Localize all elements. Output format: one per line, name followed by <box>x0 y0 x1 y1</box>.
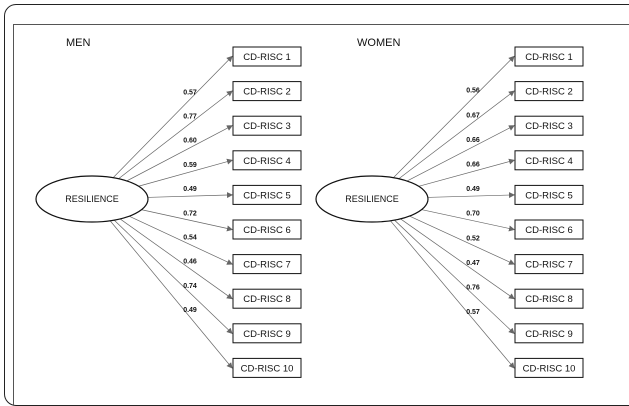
loading-path <box>393 219 515 334</box>
loading-value: 0.72 <box>183 210 197 217</box>
loading-path <box>397 90 515 180</box>
loading-path <box>112 55 233 179</box>
loading-path <box>137 158 233 187</box>
indicator-box <box>232 288 302 309</box>
indicator-box <box>232 81 302 102</box>
indicator-label: CD-RISC 7 <box>525 260 573 271</box>
figure-inner-border <box>13 24 629 405</box>
indicator-box <box>514 219 584 240</box>
indicator-label: CD-RISC 2 <box>525 87 573 98</box>
loading-value: 0.70 <box>466 211 480 218</box>
indicator-label: CD-RISC 1 <box>243 52 291 63</box>
loading-value: 0.46 <box>183 259 197 266</box>
sem-diagram: MEN CD-RISC 1 0.57 CD-RISC 2 0.77 CD-RISC 3 0.… <box>35 37 584 378</box>
indicator-box <box>514 184 584 205</box>
loading-value: 0.54 <box>183 235 197 242</box>
loading-path <box>405 125 515 182</box>
loading-value: 0.49 <box>466 186 480 193</box>
loading-path <box>125 125 233 182</box>
indicator-box <box>232 254 302 275</box>
loading-value: 0.49 <box>183 186 197 193</box>
loading-value: 0.52 <box>466 235 480 242</box>
loading-path <box>426 192 515 199</box>
loading-path <box>408 215 515 265</box>
loading-path <box>392 55 515 179</box>
loading-path <box>109 219 233 369</box>
loading-value: 0.56 <box>466 88 480 95</box>
indicator-label: CD-RISC 10 <box>241 363 294 374</box>
indicator-box <box>514 288 584 309</box>
indicator-box <box>232 115 302 136</box>
indicator-box <box>232 357 302 378</box>
loading-path <box>146 192 233 199</box>
indicator-box <box>232 150 302 171</box>
loading-value: 0.77 <box>183 114 197 121</box>
indicator-label: CD-RISC 6 <box>243 225 291 236</box>
indicator-label: CD-RISC 7 <box>243 260 291 271</box>
loading-value: 0.57 <box>466 309 480 316</box>
indicator-label: CD-RISC 9 <box>525 329 573 340</box>
loading-path <box>420 208 515 232</box>
indicator-box <box>514 323 584 344</box>
latent-oval <box>315 175 429 223</box>
loading-value: 0.66 <box>466 162 480 169</box>
indicator-label: CD-RISC 3 <box>243 121 291 132</box>
indicator-box <box>514 357 584 378</box>
loading-path <box>139 209 233 232</box>
indicator-label: CD-RISC 3 <box>525 121 573 132</box>
indicator-label: CD-RISC 1 <box>525 52 573 63</box>
loading-value: 0.57 <box>183 89 197 96</box>
latent-oval <box>35 175 149 223</box>
indicator-box <box>514 115 584 136</box>
indicator-box <box>514 46 584 67</box>
loading-path <box>389 219 515 369</box>
indicator-label: CD-RISC 9 <box>243 329 291 340</box>
indicator-label: CD-RISC 6 <box>525 225 573 236</box>
panel-women: WOMEN CD-RISC 1 0.56 CD-RISC 2 0.67 CD-RISC 3… <box>315 37 584 378</box>
loading-value: 0.60 <box>183 138 197 145</box>
loading-path <box>117 90 233 180</box>
loading-path <box>417 158 515 188</box>
panel-men: MEN CD-RISC 1 0.57 CD-RISC 2 0.77 CD-RISC 3 0.… <box>35 37 302 378</box>
indicator-box <box>514 254 584 275</box>
loading-value: 0.59 <box>183 162 197 169</box>
indicator-box <box>232 219 302 240</box>
indicator-label: CD-RISC 4 <box>525 156 573 167</box>
loading-value: 0.47 <box>466 260 480 267</box>
loading-value: 0.74 <box>183 283 197 290</box>
indicator-label: CD-RISC 2 <box>243 87 291 98</box>
loading-value: 0.67 <box>466 112 480 119</box>
loading-path <box>399 217 515 300</box>
latent-label: RESILIENCE <box>65 194 119 204</box>
loading-path <box>113 219 233 334</box>
indicator-label: CD-RISC 10 <box>523 363 576 374</box>
indicator-label: CD-RISC 8 <box>243 294 291 305</box>
loading-value: 0.76 <box>466 284 480 291</box>
loading-value: 0.66 <box>466 137 480 144</box>
indicator-box <box>514 150 584 171</box>
loading-path <box>119 218 233 300</box>
indicator-label: CD-RISC 4 <box>243 156 291 167</box>
indicator-box <box>232 46 302 67</box>
indicator-box <box>232 323 302 344</box>
indicator-label: CD-RISC 5 <box>525 190 573 201</box>
loading-path <box>127 215 233 265</box>
panel-title: MEN <box>66 37 91 49</box>
loading-value: 0.49 <box>183 307 197 314</box>
panel-title: WOMEN <box>357 37 400 49</box>
indicator-label: CD-RISC 8 <box>525 294 573 305</box>
latent-label: RESILIENCE <box>345 194 399 204</box>
indicator-box <box>232 184 302 205</box>
indicator-label: CD-RISC 5 <box>243 190 291 201</box>
indicator-box <box>514 81 584 102</box>
